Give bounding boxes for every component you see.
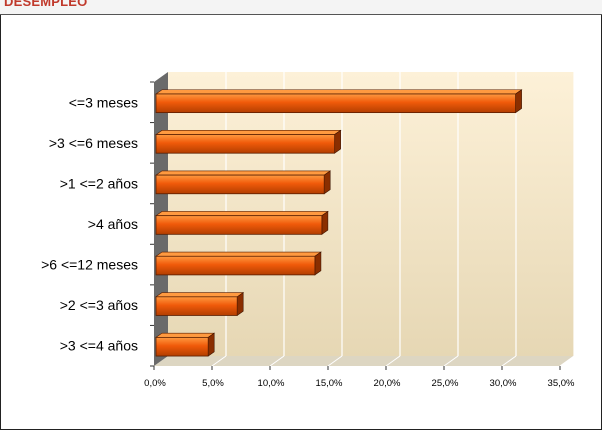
bar bbox=[155, 93, 517, 114]
bar-end-face bbox=[314, 251, 322, 276]
bar-top-face bbox=[155, 130, 342, 135]
gridline-floor bbox=[327, 355, 343, 367]
gridline-floor bbox=[385, 355, 401, 367]
x-tick-label: 15,0% bbox=[316, 378, 343, 389]
x-tick-label: 0,0% bbox=[144, 378, 166, 389]
title-strip: DESEMPLEO bbox=[0, 0, 602, 15]
bar bbox=[155, 336, 209, 357]
category-label: >2 <=3 años bbox=[60, 297, 138, 313]
bar-end-face bbox=[236, 292, 244, 317]
category-label: >4 años bbox=[88, 216, 138, 232]
bar bbox=[155, 255, 316, 276]
gridline-floor bbox=[501, 355, 517, 367]
gridline-floor bbox=[559, 355, 575, 367]
x-tick-label: 35,0% bbox=[548, 378, 575, 389]
x-tick-label: 20,0% bbox=[374, 378, 401, 389]
bar-top-face bbox=[155, 292, 245, 298]
bar-end-face bbox=[321, 210, 329, 235]
bar-top-face bbox=[155, 332, 216, 338]
gridline-floor bbox=[269, 355, 285, 367]
category-label: >3 <=6 meses bbox=[49, 135, 138, 151]
x-tick-label: 25,0% bbox=[432, 378, 459, 389]
bar-end-face bbox=[207, 332, 215, 357]
category-label: >1 <=2 años bbox=[60, 175, 138, 191]
gridline-floor bbox=[443, 355, 459, 367]
bar-top-face bbox=[155, 211, 329, 216]
x-tick-label: 30,0% bbox=[490, 378, 517, 389]
gridline-floor bbox=[211, 355, 227, 367]
bar-top-face bbox=[155, 89, 523, 95]
category-label: <=3 meses bbox=[69, 94, 138, 110]
category-label: >3 <=4 años bbox=[60, 338, 138, 354]
bar-end-face bbox=[323, 170, 331, 195]
bar-top-face bbox=[155, 251, 322, 257]
plot-floor bbox=[154, 356, 574, 366]
x-tick-label: 10,0% bbox=[258, 378, 285, 389]
chart-title: DESEMPLEO bbox=[4, 0, 88, 9]
bar-top-face bbox=[155, 170, 332, 176]
bar bbox=[155, 174, 325, 195]
bar bbox=[155, 296, 238, 316]
category-label: >6 <=12 meses bbox=[41, 257, 138, 273]
bar bbox=[155, 215, 323, 235]
x-tick-label: 5,0% bbox=[202, 378, 224, 389]
bar-end-face bbox=[334, 129, 341, 154]
bar bbox=[155, 134, 336, 154]
bar-end-face bbox=[515, 89, 522, 114]
